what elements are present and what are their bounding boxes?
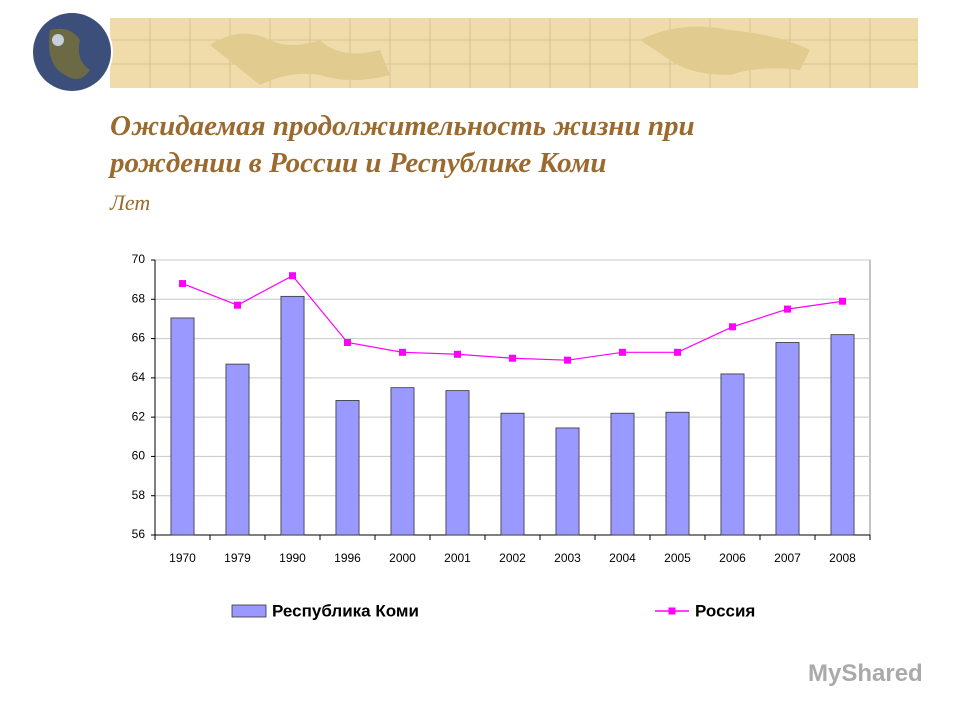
x-tick-label: 2006 xyxy=(719,551,746,565)
banner-map xyxy=(210,26,810,86)
bar xyxy=(225,363,250,536)
bar xyxy=(500,412,525,536)
marker xyxy=(619,348,626,356)
x-tick-label: 2002 xyxy=(499,551,526,565)
marker xyxy=(179,280,186,288)
legend-label: Республика Коми xyxy=(272,601,419,620)
marker xyxy=(344,339,351,346)
y-tick-label: 66 xyxy=(132,331,146,345)
legend-marker xyxy=(668,607,676,615)
bar xyxy=(610,412,635,536)
y-tick-label: 56 xyxy=(132,527,146,541)
marker xyxy=(399,348,406,356)
banner xyxy=(31,11,918,93)
bar xyxy=(830,334,855,536)
x-tick-label: 2008 xyxy=(829,551,856,565)
marker xyxy=(564,356,571,364)
bar xyxy=(280,295,305,536)
marker xyxy=(674,348,681,356)
x-tick-label: 1996 xyxy=(334,551,361,565)
legend-swatch xyxy=(231,604,267,618)
marker xyxy=(289,272,296,280)
marker xyxy=(729,323,736,331)
x-tick-label: 1990 xyxy=(279,551,306,565)
marker xyxy=(234,301,241,309)
y-tick-label: 62 xyxy=(132,409,146,423)
y-tick-label: 64 xyxy=(132,370,146,384)
x-tick-label: 2001 xyxy=(444,551,471,565)
legend-label: Россия xyxy=(695,601,755,620)
marker xyxy=(509,354,516,362)
marker xyxy=(839,297,846,305)
chart-subtitle: Лет xyxy=(110,190,151,215)
watermark: MyShared xyxy=(808,660,923,687)
bar xyxy=(170,317,195,536)
x-tick-label: 2003 xyxy=(554,551,581,565)
marker xyxy=(784,305,791,313)
y-tick-label: 70 xyxy=(132,252,146,266)
y-tick-label: 68 xyxy=(132,291,146,305)
globe-glare xyxy=(52,34,64,46)
y-tick-label: 58 xyxy=(132,488,146,502)
x-tick-label: 1979 xyxy=(224,551,251,565)
x-tick-label: 2005 xyxy=(664,551,691,565)
bar xyxy=(390,387,415,536)
x-tick-label: 1970 xyxy=(169,551,196,565)
bar xyxy=(665,411,690,536)
x-tick-label: 2000 xyxy=(389,551,416,565)
y-tick-label: 60 xyxy=(132,449,146,463)
bar xyxy=(445,390,470,536)
x-tick-label: 2004 xyxy=(609,551,636,565)
x-tick-label: 2007 xyxy=(774,551,801,565)
bar xyxy=(775,342,800,536)
bar xyxy=(335,400,360,536)
chart-title: Ожидаемая продолжительность жизни при ро… xyxy=(110,110,695,179)
marker xyxy=(454,350,461,358)
bar xyxy=(555,427,580,536)
bar xyxy=(720,373,745,536)
